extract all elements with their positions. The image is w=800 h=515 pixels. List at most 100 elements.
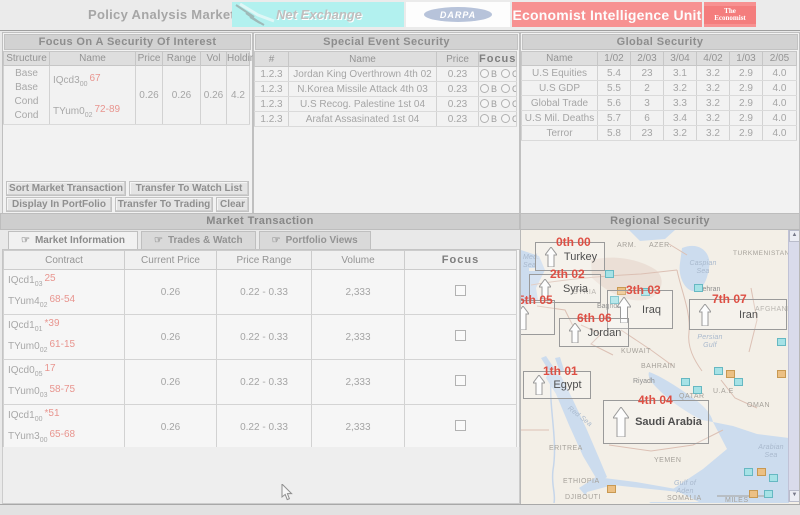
- map-marker: [694, 284, 703, 292]
- map-label: AFGHANIST.: [755, 306, 800, 313]
- region-overlay-iran[interactable]: 7th 07 Iran: [689, 292, 787, 330]
- structure-value: Cond: [14, 96, 39, 107]
- column-header: #: [254, 51, 289, 67]
- column-header: Volume: [311, 250, 405, 270]
- region-overlay-turkey[interactable]: 0th 00 Turkey: [535, 235, 605, 271]
- radio-b[interactable]: [480, 68, 489, 78]
- region-name: Saudi Arabia: [635, 416, 702, 428]
- map-marker: [714, 367, 723, 375]
- table-row[interactable]: IQcd00517 TYum00358-75 0.26 0.22 - 0.33 …: [3, 359, 517, 405]
- region-score-label: 6th 06: [577, 311, 612, 325]
- display-in-portfolio-button[interactable]: Display In PortFolio: [6, 197, 112, 212]
- special-event-table: # Name Price Focus 1.2.3 Jordan King Ove…: [254, 51, 517, 127]
- table-row[interactable]: U.S Mil. Deaths 5.7 6 3.4 3.2 2.9 4.0: [521, 110, 797, 126]
- table-row[interactable]: IQcd100*51 TYum30065-68 0.26 0.22 - 0.33…: [3, 404, 517, 450]
- table-row[interactable]: U.S GDP 5.5 2 3.2 3.2 2.9 4.0: [521, 80, 797, 96]
- volume: 2,333: [311, 314, 405, 360]
- market-transaction-title: Market Transaction: [0, 213, 520, 230]
- current-price: 0.26: [124, 404, 217, 450]
- radio-c[interactable]: [501, 83, 511, 93]
- radio-b[interactable]: [480, 98, 489, 108]
- focus-checkbox[interactable]: [455, 285, 466, 296]
- scroll-down-button[interactable]: ▼: [789, 490, 799, 502]
- map-marker: [693, 386, 702, 394]
- map-label: AZER.: [649, 242, 673, 249]
- radio-c[interactable]: [501, 113, 511, 123]
- table-row[interactable]: 1.2.3 U.S Recog. Palestine 1st 04 0.23 B…: [254, 96, 517, 112]
- region-overlay-saudi-arabia[interactable]: 4th 04 Saudi Arabia: [603, 393, 709, 444]
- focus-checkbox[interactable]: [455, 420, 466, 431]
- region-overlay-israel[interactable]: 5th 05: [521, 293, 555, 335]
- table-row[interactable]: 1.2.3 Arafat Assasinated 1st 04 0.23 B C: [254, 111, 517, 127]
- up-arrow-icon: [521, 305, 529, 330]
- clear-button[interactable]: Clear: [216, 197, 249, 212]
- table-row[interactable]: IQcd101*39 TYum00261-15 0.26 0.22 - 0.33…: [3, 314, 517, 360]
- table-row[interactable]: IQcd10325 TYum40268-54 0.26 0.22 - 0.33 …: [3, 269, 517, 315]
- column-header: 4/02: [696, 51, 730, 66]
- event-price: 0.23: [436, 81, 479, 97]
- sort-market-transaction-button[interactable]: Sort Market Transaction: [6, 181, 126, 196]
- table-row[interactable]: U.S Equities 5.4 23 3.1 3.2 2.9 4.0: [521, 65, 797, 81]
- focus-security-panel: Focus On A Security Of Interest Structur…: [2, 32, 261, 215]
- focus-checkbox[interactable]: [455, 375, 466, 386]
- structure-value: Base: [15, 68, 38, 79]
- region-overlay-jordan[interactable]: 6th 06 Jordan: [559, 311, 629, 347]
- column-header: Price: [135, 51, 163, 66]
- radio-b[interactable]: [480, 83, 489, 93]
- transfer-to-watch-list-button[interactable]: Transfer To Watch List: [129, 181, 249, 196]
- focus-checkbox[interactable]: [455, 330, 466, 341]
- column-header: Contract: [3, 250, 125, 270]
- table-row[interactable]: 1.2.3 N.Korea Missile Attack 4th 03 0.23…: [254, 81, 517, 97]
- column-header: Range: [162, 51, 201, 66]
- tab-portfolio-views[interactable]: ☞ Portfolio Views: [258, 231, 371, 249]
- structure-value: Base: [15, 82, 38, 93]
- global-panel-title: Global Security: [522, 34, 798, 50]
- up-arrow-icon: [545, 246, 557, 267]
- darpa-logo: DARPA: [406, 2, 510, 27]
- structure-value: Cond: [14, 110, 39, 121]
- radio-c-label: C: [512, 99, 515, 109]
- darpa-label: DARPA: [424, 7, 492, 22]
- scroll-up-button[interactable]: ▲: [789, 230, 799, 242]
- tab-trades-and-watch[interactable]: ☞ Trades & Watch: [140, 231, 256, 249]
- map-label: U.A.E: [713, 388, 734, 395]
- market-transaction-empty-area: [2, 447, 520, 504]
- region-score-label: 1th 01: [543, 364, 578, 378]
- radio-b[interactable]: [480, 113, 489, 123]
- column-header: Name: [521, 51, 598, 66]
- table-row[interactable]: Global Trade 5.6 3 3.3 3.2 2.9 4.0: [521, 95, 797, 111]
- radio-c[interactable]: [501, 68, 511, 78]
- region-score-label: 4th 04: [638, 393, 673, 407]
- header-bar: Policy Analysis Market Net Exchange DARP…: [0, 0, 800, 31]
- security-label: U.S GDP: [521, 80, 598, 96]
- region-name: Iraq: [642, 303, 661, 316]
- event-id: 1.2.3: [254, 66, 289, 82]
- table-row[interactable]: Terror 5.8 23 3.2 3.2 2.9 4.0: [521, 125, 797, 141]
- price-range: 0.22 - 0.33: [216, 269, 312, 315]
- table-row[interactable]: 1.2.3 Jordan King Overthrown 4th 02 0.23…: [254, 66, 517, 82]
- map-label: Tehran: [699, 286, 721, 293]
- region-overlay-iraq[interactable]: 3th 03 Iraq: [607, 283, 673, 329]
- region-name: Syria: [562, 282, 589, 295]
- radio-b-label: B: [491, 68, 498, 79]
- radio-b-label: B: [491, 98, 498, 109]
- region-overlay-syria[interactable]: 2th 02 Syria: [529, 267, 601, 303]
- tab-market-information[interactable]: ☞ Market Information: [8, 231, 138, 249]
- event-name: U.S Recog. Palestine 1st 04: [288, 96, 437, 112]
- region-name: Jordan: [587, 326, 622, 339]
- table-row[interactable]: Base Base Cond Cond IQcd30067 TYum00272-…: [3, 65, 250, 125]
- map-scrollbar[interactable]: ▲ ▼: [788, 230, 799, 502]
- bottom-strip: [0, 504, 800, 515]
- map-marker: [726, 370, 735, 378]
- radio-c[interactable]: [501, 98, 511, 108]
- map-marker: [749, 490, 758, 498]
- security-label: Global Trade: [521, 95, 598, 111]
- net-exchange-logo: Net Exchange: [232, 2, 404, 27]
- column-header: 2/05: [762, 51, 797, 66]
- eiu-label: Economist Intelligence Unit: [512, 6, 702, 23]
- map-marker: [610, 296, 619, 304]
- regional-security-map[interactable]: ARM. AZER. TURKMENISTAN Caspian Sea Tehr…: [520, 229, 800, 505]
- region-overlay-egypt[interactable]: 1th 01 Egypt: [523, 364, 591, 399]
- transfer-to-trading-button[interactable]: Transfer To Trading: [115, 197, 213, 212]
